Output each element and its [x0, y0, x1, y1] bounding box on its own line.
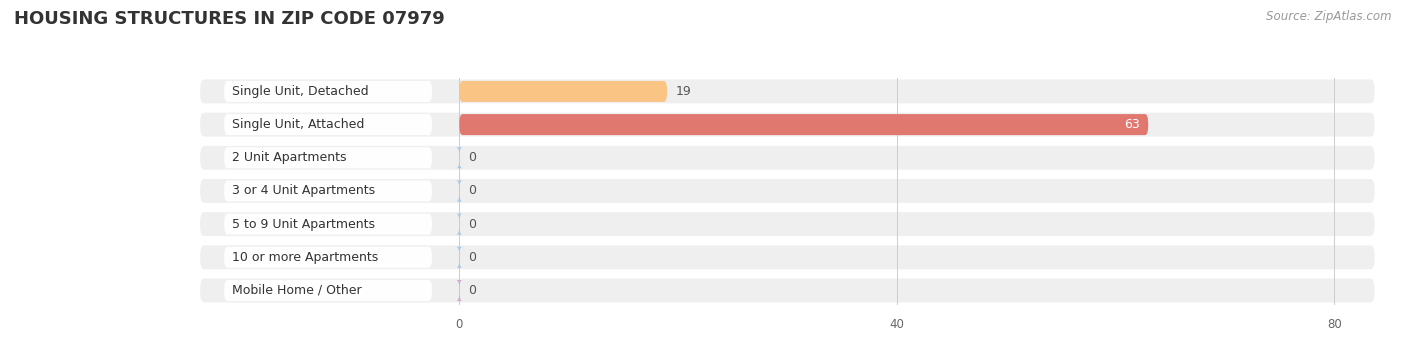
- FancyBboxPatch shape: [460, 114, 1149, 135]
- Text: 0: 0: [468, 151, 477, 164]
- Text: Source: ZipAtlas.com: Source: ZipAtlas.com: [1267, 10, 1392, 23]
- Text: 0: 0: [468, 251, 477, 264]
- FancyBboxPatch shape: [200, 79, 1375, 103]
- Text: 63: 63: [1123, 118, 1139, 131]
- FancyBboxPatch shape: [456, 280, 463, 301]
- Text: 5 to 9 Unit Apartments: 5 to 9 Unit Apartments: [232, 218, 375, 231]
- Text: HOUSING STRUCTURES IN ZIP CODE 07979: HOUSING STRUCTURES IN ZIP CODE 07979: [14, 10, 444, 28]
- FancyBboxPatch shape: [224, 180, 432, 202]
- FancyBboxPatch shape: [456, 213, 463, 235]
- FancyBboxPatch shape: [224, 280, 432, 301]
- FancyBboxPatch shape: [200, 179, 1375, 203]
- FancyBboxPatch shape: [456, 147, 463, 168]
- Text: 2 Unit Apartments: 2 Unit Apartments: [232, 151, 346, 164]
- FancyBboxPatch shape: [224, 247, 432, 268]
- Text: Mobile Home / Other: Mobile Home / Other: [232, 284, 361, 297]
- FancyBboxPatch shape: [460, 81, 666, 102]
- FancyBboxPatch shape: [200, 279, 1375, 302]
- FancyBboxPatch shape: [200, 113, 1375, 136]
- Text: 0: 0: [468, 284, 477, 297]
- FancyBboxPatch shape: [200, 246, 1375, 269]
- FancyBboxPatch shape: [200, 212, 1375, 236]
- FancyBboxPatch shape: [224, 147, 432, 168]
- FancyBboxPatch shape: [224, 114, 432, 135]
- Text: 0: 0: [468, 184, 477, 197]
- Text: 0: 0: [468, 218, 477, 231]
- Text: Single Unit, Detached: Single Unit, Detached: [232, 85, 368, 98]
- Text: 19: 19: [676, 85, 692, 98]
- FancyBboxPatch shape: [456, 247, 463, 268]
- Text: 10 or more Apartments: 10 or more Apartments: [232, 251, 378, 264]
- FancyBboxPatch shape: [224, 81, 432, 102]
- FancyBboxPatch shape: [224, 213, 432, 235]
- Text: 3 or 4 Unit Apartments: 3 or 4 Unit Apartments: [232, 184, 375, 197]
- Text: Single Unit, Attached: Single Unit, Attached: [232, 118, 364, 131]
- FancyBboxPatch shape: [456, 180, 463, 202]
- FancyBboxPatch shape: [200, 146, 1375, 170]
